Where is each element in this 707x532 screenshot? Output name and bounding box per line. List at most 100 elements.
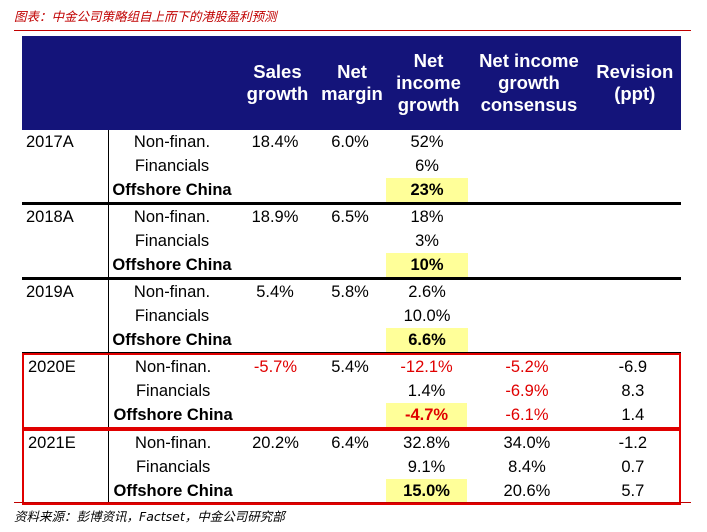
net-income-growth-cell: 23% <box>386 178 468 202</box>
column-divider <box>108 130 109 202</box>
table-row: 2021E Non-finan. 20.2% 6.4% 32.8% 34.0% -1.2 <box>24 431 679 455</box>
net-income-growth-cell: 52% <box>410 132 444 151</box>
year-cell <box>22 328 108 352</box>
header-net-income-growth: Net income growth <box>396 50 461 115</box>
source-note: 资料来源：彭博资讯，Factset，中金公司研究部 <box>14 509 285 524</box>
segment-cell: Offshore China <box>113 405 233 424</box>
revision-cell <box>588 130 681 154</box>
year-cell <box>22 154 108 178</box>
net-margin-cell <box>314 403 386 427</box>
header-net-margin: Net margin <box>321 61 383 104</box>
year-cell <box>24 479 110 503</box>
segment-cell: Non-finan. <box>133 207 211 226</box>
segment-cell: Non-finan. <box>135 433 212 452</box>
year-cell: 2021E <box>28 433 76 452</box>
segment-cell: Non-finan. <box>133 282 211 301</box>
sales-growth-cell: -5.7% <box>253 357 298 376</box>
sales-growth-cell: 20.2% <box>252 433 299 452</box>
net-income-growth-cell: 6.6% <box>386 328 468 352</box>
net-income-growth-cell: 2.6% <box>408 282 446 301</box>
header-consensus: Net income growth consensus <box>479 50 579 115</box>
revision-cell: 8.3 <box>621 381 645 400</box>
revision-cell <box>588 178 681 202</box>
sales-growth-cell <box>237 379 315 403</box>
table-header: Sales growth Net margin Net income growt… <box>22 36 681 130</box>
net-income-growth-cell: 1.4% <box>407 381 446 400</box>
revision-cell <box>588 304 681 328</box>
revision-cell: 0.7 <box>621 457 645 476</box>
year-cell: 2019A <box>26 282 74 301</box>
table-row: Financials 9.1% 8.4% 0.7 <box>24 455 679 479</box>
header-segment <box>111 36 238 130</box>
consensus-cell <box>468 154 588 178</box>
revision-cell <box>588 229 681 253</box>
table-row: 2020E Non-finan. -5.7% 5.4% -12.1% -5.2% -6.9 <box>24 355 679 379</box>
net-margin-cell: 5.4% <box>331 357 369 376</box>
header-year <box>22 36 111 130</box>
consensus-cell: -6.1% <box>505 405 549 424</box>
sales-growth-cell: 5.4% <box>256 282 294 301</box>
caption-divider <box>14 30 691 31</box>
net-income-growth-cell: 9.1% <box>407 457 446 476</box>
net-margin-cell <box>314 178 386 202</box>
year-cell <box>24 403 110 427</box>
sales-growth-cell: 18.4% <box>251 132 299 151</box>
consensus-cell: 34.0% <box>503 433 551 452</box>
consensus-cell <box>468 130 588 154</box>
revision-cell: 5.7 <box>621 481 645 500</box>
consensus-cell <box>468 253 588 277</box>
sales-growth-cell <box>237 403 315 427</box>
table-row: Financials 10.0% <box>22 304 681 328</box>
year-cell: 2018A <box>26 207 74 226</box>
table-row: Offshore China 6.6% <box>22 328 681 352</box>
segment-cell: Offshore China <box>112 255 232 274</box>
consensus-cell <box>468 280 588 304</box>
year-block: 2021E Non-finan. 20.2% 6.4% 32.8% 34.0% -1.2 Fi… <box>22 429 681 505</box>
table-row: 2018A Non-finan. 18.9% 6.5% 18% <box>22 205 681 229</box>
net-margin-cell <box>314 304 386 328</box>
net-margin-cell <box>314 479 386 503</box>
revision-cell <box>588 154 681 178</box>
sales-growth-cell <box>237 479 315 503</box>
year-cell: 2017A <box>26 132 74 151</box>
table-row: Financials 6% <box>22 154 681 178</box>
consensus-cell: -5.2% <box>505 357 549 376</box>
year-cell <box>22 304 108 328</box>
year-cell <box>22 229 108 253</box>
net-income-growth-cell: 10% <box>386 253 468 277</box>
consensus-cell <box>468 178 588 202</box>
sales-growth-cell <box>236 154 314 178</box>
column-divider <box>108 355 109 427</box>
column-divider <box>108 431 109 503</box>
revision-cell <box>588 205 681 229</box>
net-margin-cell: 6.0% <box>331 132 369 151</box>
year-block: 2018A Non-finan. 18.9% 6.5% 18% Financials 3% O… <box>22 203 681 278</box>
segment-cell: Financials <box>135 381 211 400</box>
net-income-growth-cell: 3% <box>415 231 439 250</box>
year-cell <box>22 178 108 202</box>
net-margin-cell <box>314 229 386 253</box>
net-margin-cell: 6.5% <box>331 207 369 226</box>
net-margin-cell: 5.8% <box>331 282 369 301</box>
segment-cell: Financials <box>135 457 211 476</box>
sales-growth-cell <box>236 328 314 352</box>
sales-growth-cell <box>236 229 314 253</box>
net-margin-cell: 6.4% <box>331 433 369 452</box>
net-income-growth-cell: -12.1% <box>400 357 453 376</box>
consensus-cell <box>468 205 588 229</box>
column-divider <box>108 280 109 352</box>
year-cell: 2020E <box>28 357 76 376</box>
table-body: 2017A Non-finan. 18.4% 6.0% 52% Financials 6% O… <box>22 130 681 505</box>
table-row: 2017A Non-finan. 18.4% 6.0% 52% <box>22 130 681 154</box>
segment-cell: Financials <box>134 306 210 325</box>
sales-growth-cell <box>236 304 314 328</box>
sales-growth-cell <box>237 455 315 479</box>
table-row: Financials 3% <box>22 229 681 253</box>
table-row: Financials 1.4% -6.9% 8.3 <box>24 379 679 403</box>
segment-cell: Offshore China <box>112 180 232 199</box>
sales-growth-cell <box>236 253 314 277</box>
consensus-cell <box>468 304 588 328</box>
net-income-growth-cell: 32.8% <box>403 433 450 452</box>
source-divider <box>14 502 691 503</box>
consensus-cell: -6.9% <box>505 381 549 400</box>
